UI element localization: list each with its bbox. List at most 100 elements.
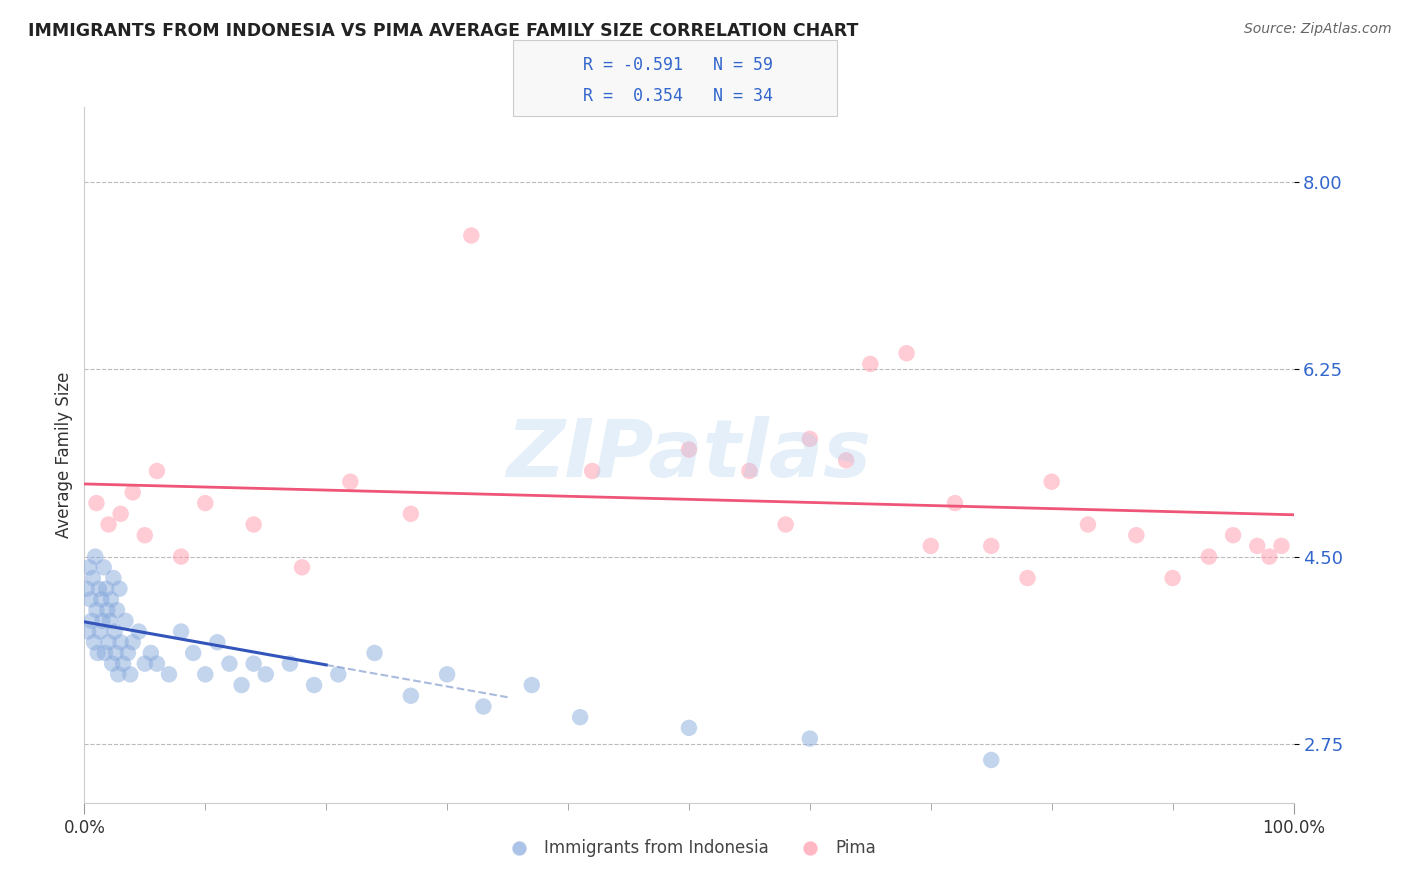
Point [76,582,98,596]
Point [110,507,132,521]
Point [170,549,193,564]
Point [98,614,121,628]
Point [207,635,229,649]
Point [339,475,361,489]
Point [97,635,120,649]
Point [86,646,108,660]
Point [107,667,129,681]
Point [1258,549,1281,564]
Point [77,560,100,574]
Point [108,582,131,596]
Point [170,624,193,639]
Point [120,667,142,681]
Y-axis label: Average Family Size: Average Family Size [55,372,73,538]
Point [146,657,169,671]
Point [110,635,132,649]
Text: ZIPatlas: ZIPatlas [506,416,872,494]
Point [980,753,1002,767]
Point [121,485,143,500]
Point [738,464,761,478]
Point [859,357,882,371]
Point [1125,528,1147,542]
Point [114,614,136,628]
Point [302,678,325,692]
Point [799,731,821,746]
Point [363,646,385,660]
Point [93,560,115,574]
Point [96,603,118,617]
Text: R =  0.354   N = 34: R = 0.354 N = 34 [583,87,773,105]
Point [775,517,797,532]
Point [80,614,103,628]
Point [291,560,314,574]
Point [89,624,111,639]
Point [104,646,127,660]
Point [1161,571,1184,585]
Point [117,646,139,660]
Point [77,624,100,639]
Point [97,517,120,532]
Point [139,646,162,660]
Point [231,678,253,692]
Text: IMMIGRANTS FROM INDONESIA VS PIMA AVERAGE FAMILY SIZE CORRELATION CHART: IMMIGRANTS FROM INDONESIA VS PIMA AVERAG… [28,22,859,40]
Point [920,539,942,553]
Point [1198,549,1220,564]
Point [134,657,156,671]
Point [94,582,117,596]
Point [90,592,112,607]
Point [218,657,240,671]
Point [678,721,700,735]
Point [94,646,117,660]
Point [1017,571,1039,585]
Point [79,592,101,607]
Point [569,710,592,724]
Point [1040,475,1063,489]
Point [91,614,114,628]
Point [254,667,277,681]
Point [105,603,128,617]
Point [100,592,122,607]
Point [399,689,422,703]
Point [194,496,217,510]
Point [146,464,169,478]
Text: R = -0.591   N = 59: R = -0.591 N = 59 [583,56,773,74]
Point [581,464,603,478]
Point [278,657,301,671]
Point [103,571,125,585]
Point [104,624,127,639]
Point [84,549,107,564]
Point [520,678,543,692]
Point [799,432,821,446]
Point [1246,539,1268,553]
Point [121,635,143,649]
Point [943,496,966,510]
Point [242,517,264,532]
Point [460,228,482,243]
Point [436,667,458,681]
Point [87,582,110,596]
Point [157,667,180,681]
Point [112,657,135,671]
Point [1077,517,1099,532]
Point [82,571,104,585]
Point [980,539,1002,553]
Point [181,646,204,660]
Point [128,624,150,639]
Legend: Immigrants from Indonesia, Pima: Immigrants from Indonesia, Pima [495,833,883,864]
Point [101,657,124,671]
Point [86,603,108,617]
Point [328,667,350,681]
Point [835,453,858,467]
Point [472,699,495,714]
Point [242,657,264,671]
Point [1222,528,1244,542]
Point [194,667,217,681]
Point [896,346,918,360]
Point [399,507,422,521]
Point [1270,539,1292,553]
Point [134,528,156,542]
Text: Source: ZipAtlas.com: Source: ZipAtlas.com [1244,22,1392,37]
Point [86,496,108,510]
Point [678,442,700,457]
Point [83,635,105,649]
